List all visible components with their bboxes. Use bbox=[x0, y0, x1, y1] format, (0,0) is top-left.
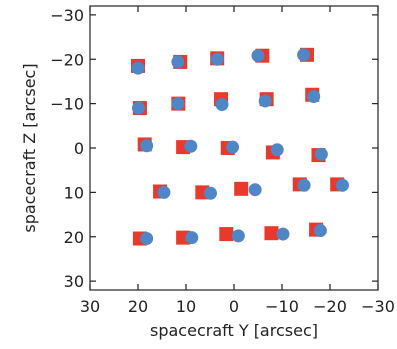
y-tick-label: 30 bbox=[64, 272, 84, 291]
x-tick-label: −10 bbox=[265, 297, 299, 316]
circle-marker bbox=[185, 231, 199, 245]
y-tick-label: 0 bbox=[74, 139, 84, 158]
circle-marker bbox=[226, 140, 240, 154]
y-axis-label: spacecraft Z [arcsec] bbox=[20, 63, 39, 232]
x-tick-label: 30 bbox=[80, 297, 100, 316]
circle-marker bbox=[297, 48, 311, 62]
circle-marker bbox=[335, 178, 349, 192]
circle-marker bbox=[231, 229, 245, 243]
y-tick-label: −20 bbox=[50, 50, 84, 69]
circle-marker bbox=[313, 224, 327, 238]
circle-marker bbox=[131, 61, 145, 75]
x-tick-label: −30 bbox=[361, 297, 395, 316]
circle-marker bbox=[307, 90, 321, 104]
y-tick-label: −10 bbox=[50, 95, 84, 114]
y-tick-label: 10 bbox=[64, 183, 84, 202]
y-tick-label: −30 bbox=[50, 6, 84, 25]
square-marker bbox=[234, 181, 249, 196]
circle-marker bbox=[171, 97, 185, 111]
circle-marker bbox=[203, 186, 217, 200]
circle-marker bbox=[297, 178, 311, 192]
y-tick-label: 20 bbox=[64, 228, 84, 247]
circle-marker bbox=[210, 52, 224, 66]
circle-marker bbox=[314, 147, 328, 161]
circle-marker bbox=[140, 139, 154, 153]
marks-layer bbox=[131, 47, 349, 246]
circle-marker bbox=[171, 55, 185, 69]
square-marker bbox=[264, 226, 279, 241]
circle-marker bbox=[140, 232, 154, 246]
circle-marker bbox=[131, 101, 145, 115]
circle-marker bbox=[157, 185, 171, 199]
circle-marker bbox=[276, 227, 290, 241]
ticks-layer: 30 20 10 0 −10 −20 −30 −30 −20 −10 0 10 20 30 bbox=[50, 6, 395, 316]
circle-marker bbox=[270, 143, 284, 157]
circle-marker bbox=[248, 183, 262, 197]
x-tick-label: −20 bbox=[313, 297, 347, 316]
circle-marker bbox=[251, 49, 265, 63]
x-axis-label: spacecraft Y [arcsec] bbox=[150, 321, 318, 340]
circle-marker bbox=[215, 98, 229, 112]
x-tick-label: 20 bbox=[128, 297, 148, 316]
square-marker bbox=[219, 227, 234, 242]
circle-marker bbox=[184, 139, 198, 153]
x-tick-label: 0 bbox=[229, 297, 239, 316]
x-tick-label: 10 bbox=[176, 297, 196, 316]
circle-marker bbox=[258, 94, 272, 108]
